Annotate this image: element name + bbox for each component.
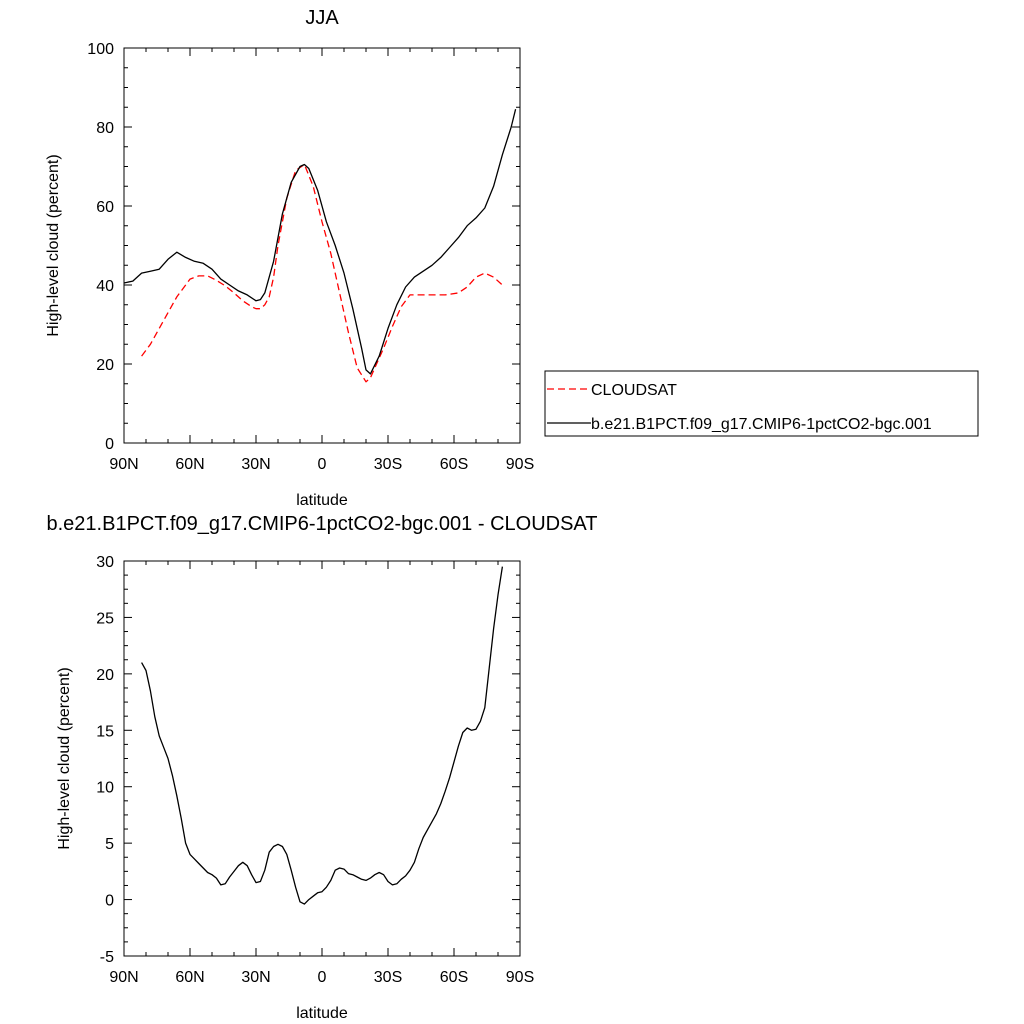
x-tick-label: 30S — [374, 969, 402, 986]
x-tick-label: 0 — [318, 969, 327, 986]
x-tick-label: 60N — [175, 969, 204, 986]
x-tick-label: 30N — [241, 456, 270, 473]
x-tick-label: 60N — [175, 456, 204, 473]
plot-frame — [123, 560, 521, 957]
x-tick-label: 30N — [241, 969, 270, 986]
y-tick-label: 60 — [96, 199, 114, 216]
y-tick-label: -5 — [100, 949, 114, 966]
y-axis-label: High-level cloud (percent) — [45, 154, 62, 336]
x-tick-label: 90S — [506, 969, 534, 986]
series-line — [141, 566, 504, 905]
series-line — [123, 109, 517, 375]
y-tick-label: 0 — [105, 893, 114, 910]
chart-title: b.e21.B1PCT.f09_g17.CMIP6-1pctCO2-bgc.00… — [47, 513, 598, 535]
y-tick-label: 80 — [96, 120, 114, 137]
x-tick-label: 0 — [318, 456, 327, 473]
y-tick-label: 20 — [96, 357, 114, 374]
legend-label: b.e21.B1PCT.f09_g17.CMIP6-1pctCO2-bgc.00… — [591, 416, 932, 433]
y-tick-label: 5 — [105, 836, 114, 853]
legend-box — [544, 370, 979, 437]
y-tick-label: 25 — [96, 610, 114, 627]
x-axis-label: latitude — [296, 492, 348, 509]
y-tick-label: 0 — [105, 436, 114, 453]
x-tick-label: 60S — [440, 969, 468, 986]
y-axis-label: High-level cloud (percent) — [56, 667, 73, 849]
y-tick-label: 15 — [96, 723, 114, 740]
plot-frame — [123, 47, 521, 444]
x-tick-label: 90S — [506, 456, 534, 473]
y-tick-label: 20 — [96, 667, 114, 684]
x-axis-label: latitude — [296, 1005, 348, 1022]
series-line — [141, 163, 503, 383]
chart-title: JJA — [305, 7, 339, 29]
y-tick-label: 30 — [96, 554, 114, 571]
y-tick-label: 40 — [96, 278, 114, 295]
x-tick-label: 60S — [440, 456, 468, 473]
y-tick-label: 100 — [87, 41, 114, 58]
legend-label: CLOUDSAT — [591, 382, 677, 399]
x-tick-label: 90N — [109, 969, 138, 986]
x-tick-label: 30S — [374, 456, 402, 473]
x-tick-label: 90N — [109, 456, 138, 473]
y-tick-label: 10 — [96, 780, 114, 797]
